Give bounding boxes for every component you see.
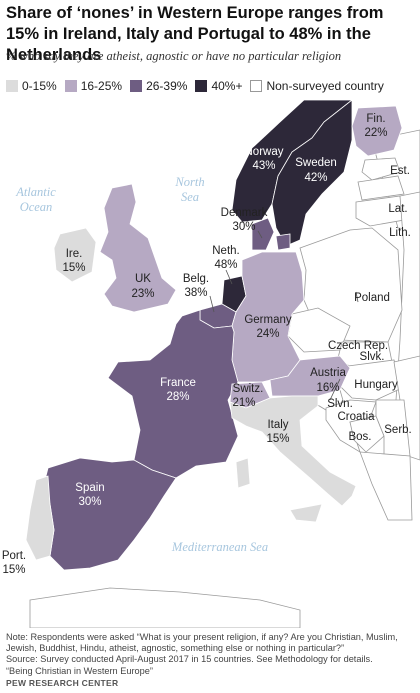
label-hungary: Hungary: [354, 379, 398, 391]
legend-label: Non-surveyed country: [266, 79, 384, 93]
notes: Note: Respondents were asked “What is yo…: [6, 632, 416, 677]
label-austria-name: Austria: [310, 367, 346, 379]
label-estonia: Est.: [390, 165, 410, 177]
country-bosnia: [349, 415, 385, 453]
label-latvia: Lat.: [388, 203, 407, 215]
label-slovakia: Slvk.: [360, 351, 385, 363]
note-line: Jewish, Buddhist, Hindu, atheist, agnost…: [6, 643, 345, 654]
legend-label: 16-25%: [80, 79, 123, 93]
leader-lines: [209, 230, 359, 401]
sea-label-north: North: [174, 175, 204, 189]
country-denmark: [251, 217, 275, 251]
label-uk-name: UK: [135, 273, 151, 285]
label-switzerland-value: 21%: [232, 397, 255, 409]
legend-item-non-surveyed: Non-surveyed country: [250, 79, 384, 93]
country-denmark-islands: [275, 233, 291, 251]
label-serbia: Serb.: [384, 424, 412, 436]
label-belgium-name: Belg.: [183, 273, 209, 285]
leader-netherlands: [225, 269, 233, 285]
label-czech: Czech Rep.: [328, 340, 388, 352]
legend-label: 26-39%: [146, 79, 188, 93]
leader-belgium: [209, 295, 215, 313]
label-germany-value: 24%: [256, 328, 279, 340]
legend-swatch: [195, 80, 208, 92]
label-netherlands-name: Neth.: [212, 245, 240, 257]
legend-swatch: [250, 80, 263, 92]
label-netherlands-value: 48%: [214, 259, 237, 271]
label-switzerland-name: Switz.: [233, 383, 264, 395]
legend: 0-15% 16-25% 26-39% 40%+ Non-surveyed co…: [6, 76, 392, 96]
label-spain-name: Spain: [75, 482, 104, 494]
label-germany-name: Germany: [244, 314, 292, 326]
label-sweden-name: Sweden: [295, 157, 337, 169]
chart-subtitle: % who say they are atheist, agnostic or …: [6, 49, 342, 63]
label-croatia: Croatia: [337, 411, 375, 423]
country-finland: [351, 105, 403, 157]
chart-title: Share of ‘nones’ in Western Europe range…: [6, 4, 384, 64]
label-italy-name: Italy: [267, 419, 288, 431]
legend-item-16-25: 16-25%: [64, 79, 123, 93]
sea-label-mediterranean: Mediterranean Sea: [171, 540, 268, 554]
label-denmark-name: Denmark: [221, 207, 268, 219]
report-line: “Being Christian in Western Europe”: [6, 665, 153, 676]
note-line: Note: Respondents were asked “What is yo…: [6, 632, 398, 642]
label-ireland-value: 15%: [62, 262, 85, 274]
label-spain-value: 30%: [78, 496, 101, 508]
label-bosnia: Bos.: [348, 431, 371, 443]
label-france-name: France: [160, 377, 196, 389]
country-italy: [229, 395, 357, 507]
label-denmark-value: 30%: [232, 221, 255, 233]
label-poland: Poland: [354, 292, 390, 304]
legend-swatch: [6, 80, 18, 92]
label-portugal-value: 15%: [2, 564, 25, 576]
source-org: PEW RESEARCH CENTER: [6, 678, 119, 688]
legend-label: 0-15%: [22, 79, 57, 93]
leader-denmark: [257, 230, 263, 239]
north-africa-coast: [29, 587, 301, 628]
country-ireland: [53, 227, 97, 283]
label-slovenia: Slvn.: [327, 398, 353, 410]
country-portugal: [25, 475, 55, 561]
label-belgium-value: 38%: [184, 287, 207, 299]
country-italy-sicily: [289, 503, 323, 523]
label-finland-name: Fin.: [366, 113, 385, 125]
label-norway-name: Norway: [245, 146, 284, 158]
country-uk: [99, 183, 177, 313]
legend-label: 40%+: [211, 79, 243, 93]
label-lithuania: Lith.: [389, 227, 411, 239]
country-italy-sardinia: [235, 457, 251, 489]
label-portugal-name: Port.: [2, 550, 26, 562]
leader-slovenia: [329, 378, 341, 401]
country-france: [107, 309, 239, 479]
label-austria-value: 16%: [316, 382, 339, 394]
label-france-value: 28%: [166, 391, 189, 403]
label-norway-value: 43%: [252, 160, 275, 172]
label-italy-value: 15%: [266, 433, 289, 445]
country-lithuania: [355, 195, 405, 227]
legend-item-40-plus: 40%+: [195, 79, 242, 93]
label-uk-value: 23%: [131, 288, 154, 300]
label-sweden-value: 42%: [304, 172, 327, 184]
country-balkans-south: [359, 451, 413, 521]
sea-label-ocean: Ocean: [20, 200, 53, 214]
sea-label-sea: Sea: [181, 190, 199, 204]
label-finland-value: 22%: [364, 127, 387, 139]
legend-item-0-15: 0-15%: [6, 79, 57, 93]
legend-swatch: [130, 80, 143, 92]
source-line: Source: Survey conducted April-August 20…: [6, 654, 373, 665]
country-estonia: [361, 157, 401, 181]
legend-item-26-39: 26-39%: [130, 79, 187, 93]
europe-map: Atlantic Ocean North Sea Mediterranean S…: [0, 100, 420, 628]
label-ireland-name: Ire.: [66, 248, 83, 260]
non-surveyed-layer: [287, 129, 420, 521]
sea-label-atlantic: Atlantic: [15, 185, 56, 199]
legend-swatch: [64, 80, 77, 92]
country-latvia: [357, 175, 405, 201]
country-austria: [269, 355, 351, 397]
leader-czech: [355, 291, 359, 303]
